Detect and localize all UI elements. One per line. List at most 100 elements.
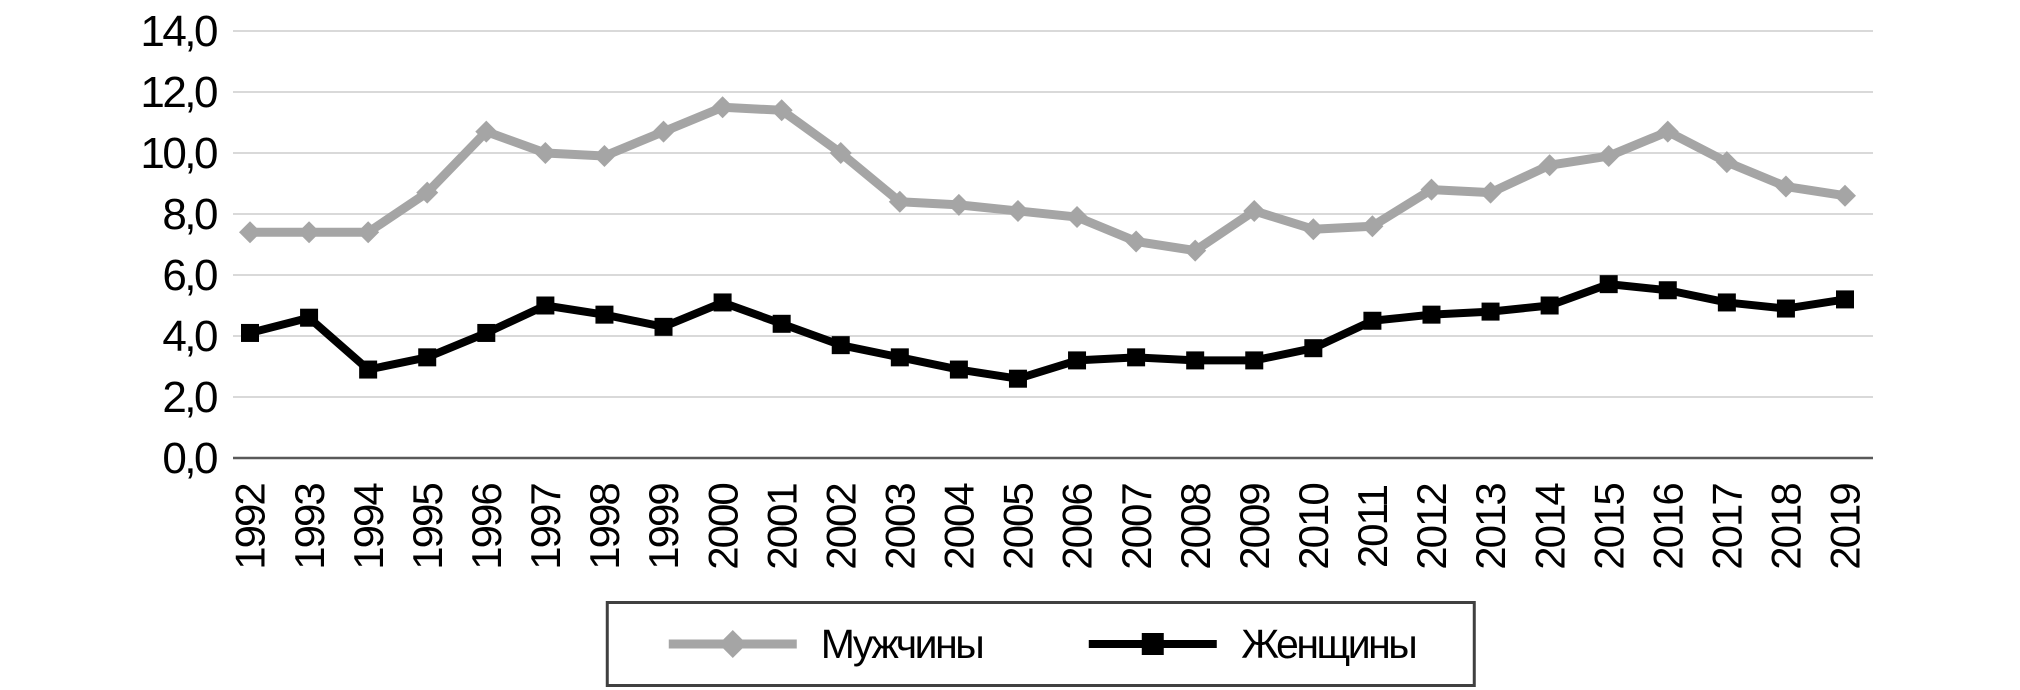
x-axis-year-label: 2010 <box>1290 484 1337 570</box>
legend-item-men: Мужчины <box>667 620 985 668</box>
data-point-women <box>1717 293 1736 312</box>
y-axis-tick-label: 8,0 <box>162 190 217 239</box>
x-axis-year-label: 1992 <box>227 484 274 570</box>
data-point-men <box>1361 215 1384 238</box>
x-axis-year-label: 2013 <box>1467 484 1514 570</box>
x-axis-year-label: 2001 <box>758 484 805 570</box>
data-point-men <box>1479 181 1502 204</box>
x-axis-year-label: 2009 <box>1231 484 1278 570</box>
data-point-women <box>595 305 614 324</box>
data-point-women <box>1304 339 1323 358</box>
data-point-women <box>1599 275 1618 294</box>
data-point-men <box>1656 120 1679 143</box>
legend-item-women: Женщины <box>1087 620 1418 668</box>
data-point-men <box>947 193 970 216</box>
series-line-men <box>245 102 1850 256</box>
series-line-women <box>246 280 1849 383</box>
men-series-key-icon <box>668 630 797 658</box>
data-point-women <box>1245 351 1264 370</box>
data-point-women <box>772 314 791 333</box>
chart-legend: Мужчины Женщины <box>605 601 1477 687</box>
x-axis-year-label: 2012 <box>1408 484 1455 570</box>
x-axis-year-label: 2002 <box>817 484 864 570</box>
data-point-men <box>1774 175 1797 198</box>
y-axis-tick-label: 2,0 <box>162 373 217 422</box>
data-point-women <box>890 348 909 367</box>
data-point-men <box>652 120 675 143</box>
data-point-women <box>1776 299 1795 318</box>
data-point-women <box>418 348 437 367</box>
x-axis-year-label: 2014 <box>1526 483 1573 570</box>
x-axis-year-label: 2017 <box>1704 484 1751 570</box>
x-axis-year-label: 2015 <box>1585 484 1632 570</box>
x-axis-year-label: 2011 <box>1349 485 1396 568</box>
data-point-women <box>1068 351 1087 370</box>
x-axis-year-label: 1995 <box>404 484 451 570</box>
x-axis-year-label: 2000 <box>699 484 746 570</box>
x-axis-year-label: 1997 <box>522 484 569 570</box>
data-point-men <box>1597 145 1620 168</box>
legend-label-men: Мужчины <box>820 620 985 667</box>
data-point-men <box>829 142 852 164</box>
data-point-women <box>300 308 319 327</box>
x-axis-year-label: 1996 <box>463 484 510 570</box>
data-point-men <box>475 120 498 143</box>
data-point-women <box>1127 348 1146 367</box>
data-point-men <box>1538 154 1561 177</box>
data-point-women <box>1836 290 1854 309</box>
x-axis-year-label: 2019 <box>1822 484 1869 570</box>
y-axis-tick-label: 6,0 <box>162 251 217 300</box>
y-axis-tick-label: 14,0 <box>140 7 217 56</box>
x-axis-year-label: 2004 <box>936 483 983 570</box>
data-point-men <box>1066 206 1089 229</box>
data-point-women <box>1363 311 1382 330</box>
x-axis-year-label: 1999 <box>640 484 687 570</box>
data-point-men <box>1834 184 1856 207</box>
data-point-men <box>1715 151 1738 174</box>
x-axis-year-label: 2007 <box>1113 484 1160 570</box>
data-point-men <box>711 96 734 119</box>
x-axis-year-label: 2018 <box>1763 484 1810 570</box>
x-axis-year-label: 1994 <box>345 483 392 570</box>
y-axis-tick-label: 4,0 <box>162 312 217 361</box>
data-point-men <box>416 181 439 204</box>
y-axis-tick-label: 10,0 <box>140 129 217 178</box>
data-point-women <box>1186 351 1205 370</box>
data-point-women <box>831 336 850 355</box>
data-point-women <box>1540 296 1559 315</box>
data-point-women <box>536 296 555 315</box>
y-axis-tick-label: 0,0 <box>162 434 217 483</box>
data-point-men <box>1243 199 1266 222</box>
data-point-men <box>1302 218 1325 241</box>
data-point-women <box>713 293 732 312</box>
x-axis-year-label: 2016 <box>1644 484 1691 570</box>
data-point-women <box>1481 302 1500 321</box>
data-point-men <box>1184 239 1207 262</box>
data-point-men <box>534 142 557 164</box>
data-point-women <box>1422 305 1441 324</box>
data-point-men <box>1125 230 1148 253</box>
data-point-men <box>888 190 911 213</box>
x-axis-year-label: 2003 <box>877 484 924 570</box>
x-axis-year-label: 1993 <box>286 484 333 570</box>
data-point-men <box>1420 178 1443 201</box>
x-axis-year-label: 2006 <box>1054 484 1101 570</box>
x-axis-year-label: 2005 <box>995 484 1042 570</box>
women-series-key-icon <box>1089 633 1218 655</box>
data-point-women <box>1008 369 1027 388</box>
data-point-women <box>654 317 673 336</box>
x-axis-year-label: 1998 <box>581 484 628 570</box>
legend-label-women: Женщины <box>1241 620 1418 667</box>
data-point-men <box>298 221 321 244</box>
data-point-men <box>770 99 793 122</box>
y-axis-tick-label: 12,0 <box>140 68 217 117</box>
data-point-women <box>359 360 378 379</box>
data-point-women <box>949 360 968 379</box>
data-point-men <box>357 221 380 244</box>
x-axis-year-label: 2008 <box>1172 484 1219 570</box>
data-point-men <box>239 221 261 244</box>
data-point-women <box>1658 281 1677 300</box>
data-point-men <box>593 145 616 168</box>
